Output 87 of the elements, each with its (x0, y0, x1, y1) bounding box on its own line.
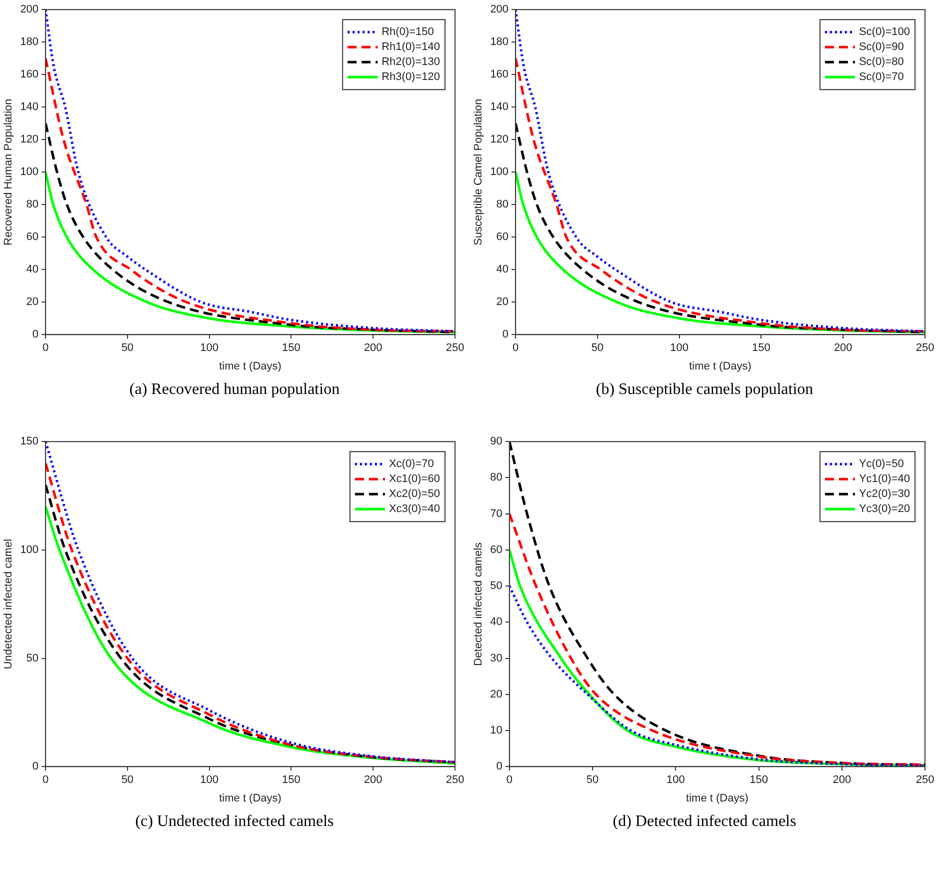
y-axis-title: Detected infected camels (472, 542, 485, 666)
x-tick-label: 250 (446, 774, 464, 786)
legend-label: Xc(0)=70 (388, 458, 434, 470)
legend-label: Yc(0)=50 (858, 458, 904, 470)
y-tick-label: 50 (26, 652, 39, 664)
legend-label: Rh2(0)=130 (382, 56, 440, 68)
y-tick-label: 150 (20, 436, 39, 448)
y-tick-label: 80 (490, 472, 502, 484)
y-tick-label: 0 (32, 760, 39, 773)
legend-label: Yc1(0)=40 (858, 473, 910, 486)
y-axis-title: Recovered Human Population (2, 98, 15, 246)
legend-label: Rh3(0)=120 (382, 71, 440, 84)
y-tick-label: 60 (496, 231, 509, 244)
x-tick-label: 150 (282, 342, 300, 354)
x-tick-label: 0 (42, 774, 49, 786)
legend-label: Sc(0)=80 (858, 56, 904, 68)
y-tick-label: 60 (26, 231, 39, 244)
legend-label: Yc3(0)=20 (858, 503, 910, 516)
legend-label: Xc1(0)=60 (388, 473, 440, 486)
x-tick-label: 150 (282, 774, 300, 786)
legend-label: Xc3(0)=40 (388, 503, 440, 516)
x-tick-label: 100 (200, 774, 219, 786)
y-tick-label: 40 (496, 264, 509, 276)
x-tick-label: 50 (586, 774, 599, 786)
x-tick-label: 0 (42, 342, 49, 354)
legend-label: Yc2(0)=30 (858, 488, 910, 500)
y-tick-label: 20 (490, 688, 502, 700)
y-tick-label: 80 (26, 198, 39, 211)
x-tick-label: 250 (916, 774, 934, 786)
y-tick-label: 20 (26, 296, 39, 308)
text: (b) Susceptible camels population (594, 381, 814, 399)
x-tick-label: 100 (670, 342, 689, 354)
x-tick-label: 250 (446, 342, 464, 354)
x-axis-title: time t (Days) (219, 360, 282, 372)
x-tick-label: 0 (512, 342, 519, 354)
y-tick-label: 140 (20, 101, 39, 114)
y-tick-label: 0 (32, 328, 39, 341)
x-tick-label: 100 (666, 774, 685, 786)
y-tick-label: 100 (20, 166, 39, 178)
legend-label: Xc2(0)=50 (388, 488, 440, 500)
x-tick-label: 50 (121, 342, 134, 354)
text: (c) Undetected infected camels (134, 813, 335, 831)
x-tick-label: 200 (834, 342, 852, 354)
y-tick-label: 140 (490, 101, 509, 114)
y-tick-label: 70 (490, 508, 502, 520)
x-tick-label: 150 (750, 774, 768, 786)
y-tick-label: 20 (496, 296, 509, 308)
y-tick-label: 40 (490, 616, 502, 628)
y-tick-label: 0 (496, 760, 502, 773)
y-tick-label: 60 (490, 544, 502, 556)
y-tick-label: 50 (490, 580, 502, 592)
y-tick-label: 80 (496, 198, 509, 211)
y-axis-title: Undetected infected camel (2, 538, 15, 670)
y-tick-label: 10 (490, 724, 502, 737)
legend-label: Rh1(0)=140 (382, 41, 440, 54)
y-tick-label: 180 (20, 36, 39, 48)
y-tick-label: 120 (490, 134, 509, 146)
legend-label: Rh(0)=150 (382, 26, 434, 38)
y-tick-label: 120 (20, 134, 39, 146)
x-axis-title: time t (Days) (689, 360, 752, 372)
y-tick-label: 90 (490, 436, 502, 448)
x-tick-label: 50 (121, 774, 134, 786)
x-tick-label: 200 (832, 774, 852, 786)
x-axis-title: time t (Days) (219, 792, 282, 804)
text: (d) Detected infected camels (612, 813, 798, 831)
y-tick-label: 160 (20, 68, 39, 81)
y-tick-label: 200 (20, 4, 39, 16)
legend-label: Sc(0)=90 (858, 41, 904, 54)
y-tick-label: 0 (502, 328, 509, 341)
x-axis-title: time t (Days) (686, 792, 748, 804)
x-tick-label: 150 (752, 342, 770, 354)
y-tick-label: 30 (490, 652, 502, 664)
x-tick-label: 250 (916, 342, 934, 354)
y-axis-title: Susceptible Camel Population (472, 98, 485, 246)
y-tick-label: 180 (490, 36, 509, 48)
text: (a) Recovered human population (128, 381, 341, 399)
x-tick-label: 50 (591, 342, 604, 354)
x-tick-label: 200 (364, 774, 382, 786)
legend-label: Sc(0)=70 (858, 71, 904, 84)
y-tick-label: 160 (490, 68, 509, 81)
y-tick-label: 40 (26, 264, 39, 276)
x-tick-label: 200 (364, 342, 382, 354)
y-tick-label: 200 (490, 4, 509, 16)
y-tick-label: 100 (20, 544, 39, 556)
y-tick-label: 100 (490, 166, 509, 178)
legend-label: Sc(0)=100 (858, 26, 910, 38)
x-tick-label: 100 (200, 342, 219, 354)
